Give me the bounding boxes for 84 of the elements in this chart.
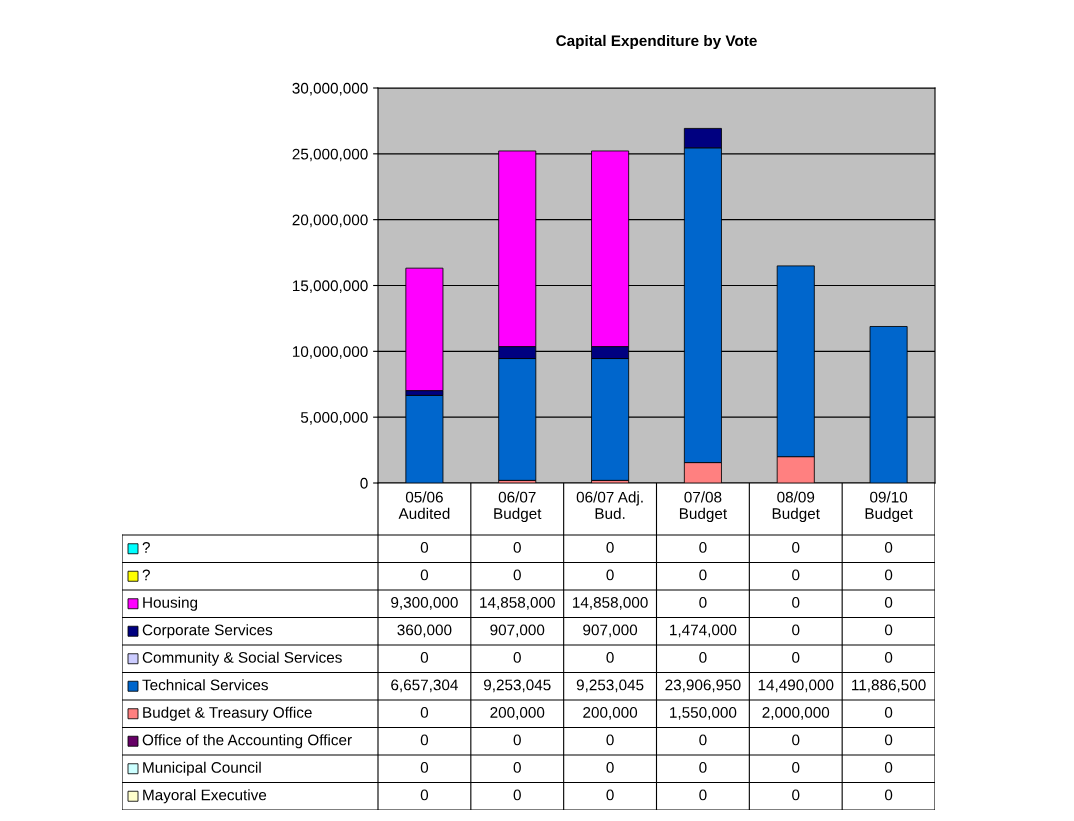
data-label: 200,000 [583,707,638,720]
x-tick-label: 05/06 Audited [398,491,450,520]
x-tick-label: 09/10 Budget [865,491,913,523]
data-label: 0 [420,707,429,718]
data-label: 0 [420,789,429,801]
x-tick-label: 06/07 Budget [494,491,542,523]
data-label: 0 [884,762,893,773]
data-label: 0 [699,734,707,746]
data-label: 0 [792,542,800,553]
data-label: 0 [884,652,893,663]
data-label: 0 [884,789,893,801]
data-label: 6,657,304 [391,679,458,693]
data-label: 23,906,950 [665,679,741,693]
data-label: 1,550,000 [670,707,737,720]
data-label: 0 [699,597,707,608]
x-tick-label: 07/08 Budget [679,491,728,523]
data-label: 0 [792,597,800,608]
data-label: 14,858,000 [573,597,648,610]
data-label: 0 [699,569,707,581]
legend-label: Municipal Council [143,761,261,776]
data-label: 0 [792,734,800,746]
data-label: 0 [513,762,521,773]
data-label: 0 [884,542,893,553]
data-label: 0 [884,569,893,581]
legend-label: Office of the Accounting Officer [142,734,352,749]
legend-label: ? [142,542,150,553]
data-label: 0 [420,569,429,581]
data-label: 0 [513,789,521,801]
y-tick-label: 15,000,000 [292,280,368,293]
data-label: 0 [884,734,893,746]
y-tick-label: 10,000,000 [292,346,368,359]
data-label: 0 [606,734,614,746]
data-label: 0 [699,542,707,553]
data-label: 0 [699,762,707,773]
legend-label: Community & Social Services [142,651,342,666]
data-label: 0 [792,624,800,636]
data-label: 0 [420,652,429,663]
data-label: 0 [792,789,800,801]
data-label: 14,490,000 [758,679,834,693]
data-label: 0 [606,652,614,663]
data-label: 0 [513,652,521,663]
x-tick-label: 08/09 Budget [772,491,820,523]
y-tick-label: 5,000,000 [300,412,368,425]
data-label: 0 [420,762,429,773]
data-label: 0 [606,542,614,553]
legend-label: Mayoral Executive [143,789,267,804]
data-label: 0 [884,597,893,608]
y-tick-label: 0 [360,477,368,489]
chart-title: Capital Expenditure by Vote [556,34,757,50]
data-label: 9,300,000 [391,597,458,610]
data-label: 0 [420,542,429,553]
legend-label: Budget & Treasury Office [143,706,312,721]
data-label: 9,253,045 [483,679,551,693]
data-label: 0 [699,652,707,663]
data-label: 0 [606,789,614,801]
data-label: 0 [513,569,521,581]
data-label: 0 [884,707,893,718]
legend-label: Technical Services [142,679,268,691]
y-tick-label: 25,000,000 [292,148,368,162]
data-label: 0 [420,734,429,746]
data-label: 0 [513,734,521,746]
data-label: 0 [884,624,893,636]
data-label: 0 [792,569,800,581]
data-label: 0 [699,789,707,801]
data-label: 0 [606,569,614,581]
legend-label: Housing [143,596,198,611]
legend-label: ? [142,569,150,581]
data-label: 2,000,000 [762,707,830,720]
data-label: 907,000 [490,624,545,638]
data-label: 14,858,000 [480,597,555,610]
data-label: 907,000 [583,624,638,638]
data-label: 200,000 [490,707,545,720]
data-label: 0 [792,762,800,773]
data-label: 11,886,500 [852,679,926,693]
legend-label: Corporate Services [142,624,273,639]
data-label: 0 [792,652,800,663]
y-tick-label: 20,000,000 [292,214,368,228]
data-label: 0 [606,762,614,773]
data-label: 0 [513,542,521,553]
data-label: 360,000 [397,624,452,638]
data-label: 9,253,045 [576,679,644,693]
y-tick-label: 30,000,000 [292,82,368,96]
x-tick-label: 06/07 Adj. Bud. [576,491,643,520]
data-label: 1,474,000 [670,624,737,638]
